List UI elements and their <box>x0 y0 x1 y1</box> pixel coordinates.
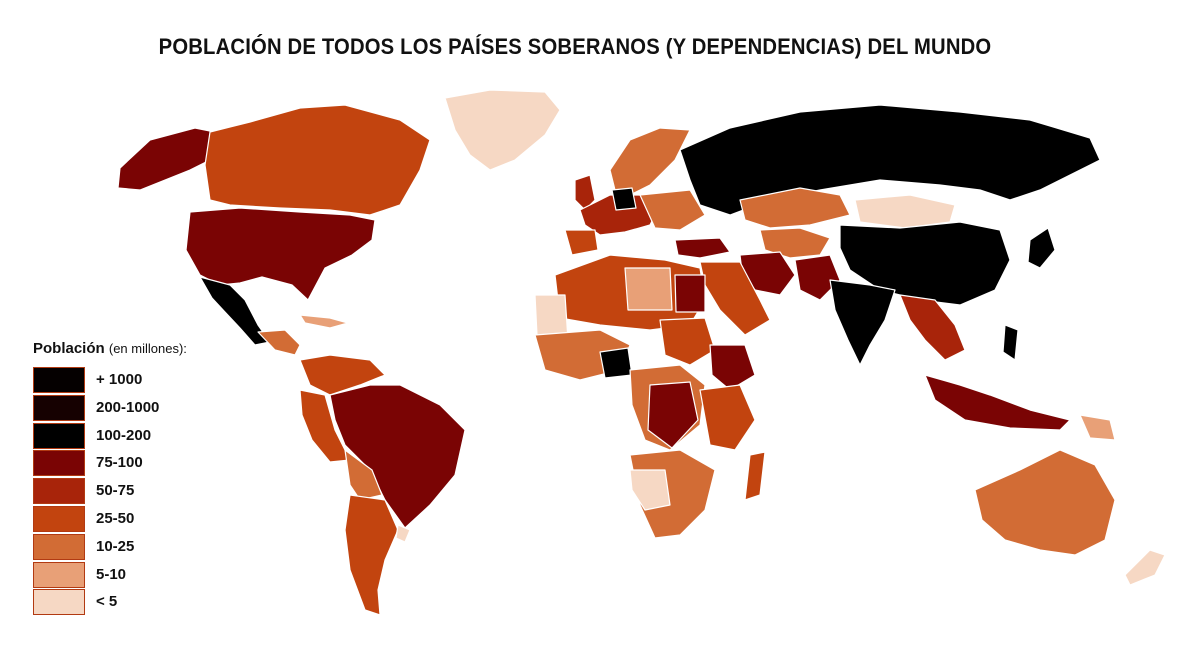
legend-subtitle: (en millones): <box>108 341 187 356</box>
legend-row: < 5 <box>33 589 187 617</box>
caribbean-region <box>299 314 349 329</box>
germany-region <box>611 187 637 211</box>
brazil-region <box>329 384 466 529</box>
legend-label: 5-10 <box>96 565 127 583</box>
legend-swatch <box>33 394 85 421</box>
ethiopia-region <box>709 344 756 391</box>
drc-region <box>647 381 699 449</box>
legend-swatch <box>33 533 85 560</box>
legend-title-bold: Población <box>33 340 105 357</box>
india-region <box>829 279 896 366</box>
legend-row: 75-100 <box>33 450 187 478</box>
legend-label: 10-25 <box>96 537 135 555</box>
alaska-region <box>117 127 216 191</box>
mongolia-region <box>854 194 956 229</box>
legend-label: < 5 <box>96 593 118 611</box>
namibia-botswana-region <box>629 469 671 511</box>
eastern-europe-region <box>639 189 706 231</box>
nigeria-region <box>599 347 633 379</box>
legend-title: Población (en millones): <box>33 340 187 357</box>
legend-swatch <box>33 478 85 505</box>
east-africa-region <box>699 384 756 451</box>
legend-label: 100-200 <box>96 426 152 444</box>
iberia-region <box>564 229 599 256</box>
legend-label: 50-75 <box>96 482 135 500</box>
legend-row: 100-200 <box>33 422 187 451</box>
southeast-asia-region <box>899 294 966 361</box>
middle-east-region <box>699 261 771 336</box>
japan-region <box>1027 227 1056 269</box>
legend-swatch <box>33 589 85 616</box>
kazakhstan-region <box>739 187 851 229</box>
legend-row: 10-25 <box>33 533 187 562</box>
new-zealand-region <box>1124 549 1166 586</box>
philippines-region <box>1002 324 1019 361</box>
legend-row: 50-75 <box>33 478 187 506</box>
russia-region <box>679 104 1101 216</box>
legend-swatch <box>33 561 85 588</box>
canada-region <box>204 104 431 216</box>
legend-label: + 1000 <box>96 371 143 388</box>
australia-region <box>974 449 1116 556</box>
legend-label: 200-1000 <box>96 398 160 416</box>
indonesia-region <box>924 374 1071 431</box>
legend-swatch <box>33 450 85 477</box>
peru-ecuador-region <box>299 389 351 463</box>
legend-label: 25-50 <box>96 509 135 527</box>
china-region <box>839 221 1011 306</box>
central-asia-region <box>759 227 831 259</box>
legend-row: 200-1000 <box>33 394 187 423</box>
colombia-venezuela-region <box>299 354 386 396</box>
legend-swatch <box>33 367 85 393</box>
legend-swatch <box>33 422 85 449</box>
scandinavia-region <box>609 127 691 196</box>
egypt-region <box>674 274 706 313</box>
uruguay-region <box>395 524 411 543</box>
legend-swatch <box>33 505 85 532</box>
legend-label: 75-100 <box>96 454 143 472</box>
legend-row: 25-50 <box>33 505 187 534</box>
legend-row: + 1000 <box>33 367 187 395</box>
greenland-region <box>444 89 561 171</box>
argentina-chile-region <box>344 494 399 616</box>
legend-rows: + 1000 200-1000 100-200 75-100 50-75 25-50 10-… <box>33 367 187 617</box>
madagascar-region <box>744 451 766 501</box>
afghanistan-pakistan-region <box>794 254 841 301</box>
png-region <box>1079 414 1116 441</box>
mexico-region <box>199 276 271 346</box>
sudan-region <box>659 317 716 366</box>
legend-row: 5-10 <box>33 561 187 590</box>
libya-region <box>624 267 673 311</box>
turkey-region <box>674 237 731 259</box>
map-title: POBLACIÓN DE TODOS LOS PAÍSES SOBERANOS … <box>158 34 992 59</box>
central-america-region <box>257 329 301 356</box>
legend: Población (en millones): + 1000 200-1000 1… <box>33 340 187 617</box>
